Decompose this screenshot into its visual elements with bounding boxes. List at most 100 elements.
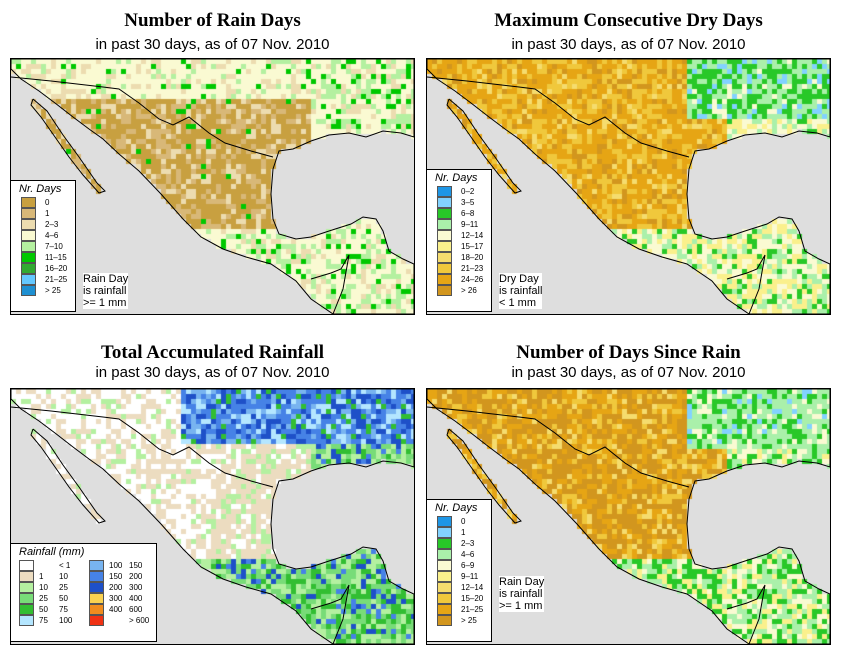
legend-item: 15–17 xyxy=(427,241,491,252)
legend-swatch xyxy=(437,527,452,538)
legend-swatch xyxy=(21,263,36,274)
legend-item: 2–3 xyxy=(11,219,75,230)
legend-swatch xyxy=(89,593,104,604)
border-line xyxy=(446,428,522,524)
legend-swatch xyxy=(437,230,452,241)
legend-swatch xyxy=(19,582,34,593)
legend-label: > 25 xyxy=(461,616,477,625)
legend-label-from: 300 xyxy=(109,594,123,603)
legend-item: 16–20 xyxy=(11,263,75,274)
legend-label-to: 150 xyxy=(129,561,143,570)
panel-title: Total Accumulated Rainfall xyxy=(100,342,325,363)
legend-label: 16–20 xyxy=(45,264,68,273)
panel-subtitle: in past 30 days, as of 07 Nov. 2010 xyxy=(95,36,330,53)
panel-title: Number of Rain Days xyxy=(124,10,301,31)
legend-item: 2–3 xyxy=(427,538,491,549)
legend-label-to: 10 xyxy=(59,572,68,581)
legend-note: Rain Day is rainfall >= 1 mm xyxy=(83,273,129,309)
legend-label: 9–11 xyxy=(461,572,479,581)
legend-label-to: < 1 xyxy=(59,561,71,570)
legend-swatch xyxy=(437,186,452,197)
legend-label-from: 400 xyxy=(109,605,123,614)
legend-label-from: 25 xyxy=(39,594,48,603)
border-line xyxy=(30,98,106,194)
legend-label-to: 25 xyxy=(59,583,68,592)
legend-item: 12–14 xyxy=(427,230,491,241)
border-line xyxy=(30,428,106,524)
legend-note: Dry Day is rainfall < 1 mm xyxy=(499,273,543,309)
legend-item: 50 75 xyxy=(11,604,81,615)
legend-item: > 600 xyxy=(81,615,151,626)
legend-swatch xyxy=(21,241,36,252)
legend-label-from: 10 xyxy=(39,583,48,592)
legend-label: 21–23 xyxy=(461,264,484,273)
border-line xyxy=(446,98,522,194)
legend-item: 9–11 xyxy=(427,571,491,582)
legend-swatch xyxy=(437,604,452,615)
legend-item: 6–8 xyxy=(427,208,491,219)
legend-swatch xyxy=(437,582,452,593)
legend-swatch xyxy=(437,516,452,527)
legend-item: 15–20 xyxy=(427,593,491,604)
border-line xyxy=(726,254,766,314)
note-line: >= 1 mm xyxy=(83,297,127,309)
legend-item: 25 50 xyxy=(11,593,81,604)
legend-item: 0–2 xyxy=(427,186,491,197)
legend-swatch xyxy=(437,274,452,285)
legend-swatch xyxy=(437,241,452,252)
panel-subtitle: in past 30 days, as of 07 Nov. 2010 xyxy=(511,36,746,53)
legend-item: 18–20 xyxy=(427,252,491,263)
panel-title: Maximum Consecutive Dry Days xyxy=(494,10,763,31)
legend-swatch xyxy=(437,219,452,230)
legend-swatch xyxy=(21,252,36,263)
legend-label: 6–8 xyxy=(461,209,475,218)
legend-item: 150 200 xyxy=(81,571,151,582)
legend-title: Nr. Days xyxy=(435,502,478,514)
legend-label-from: 75 xyxy=(39,616,48,625)
legend-item: 100 150 xyxy=(81,560,151,571)
border-line xyxy=(11,389,414,644)
legend-label: 24–26 xyxy=(461,275,484,284)
legend-item: 0 xyxy=(427,516,491,527)
legend-item: 4–6 xyxy=(427,549,491,560)
map-raster xyxy=(11,59,414,314)
legend-swatch xyxy=(89,615,104,626)
legend-swatch xyxy=(21,285,36,296)
legend-swatch xyxy=(21,274,36,285)
legend-label: 12–14 xyxy=(461,231,484,240)
legend-title: Nr. Days xyxy=(19,183,62,195)
panel-subtitle: in past 30 days, as of 07 Nov. 2010 xyxy=(95,364,330,381)
legend-item: 21–23 xyxy=(427,263,491,274)
legend-swatch xyxy=(19,615,34,626)
note-line: >= 1 mm xyxy=(499,600,543,612)
legend-label: 7–10 xyxy=(45,242,63,251)
legend-note: Rain Day is rainfall >= 1 mm xyxy=(499,576,545,612)
legend-item: 1 xyxy=(427,527,491,538)
country-borders xyxy=(11,389,414,644)
panel-title: Number of Days Since Rain xyxy=(516,342,741,363)
legend-swatch xyxy=(89,604,104,615)
legend-item: 1 xyxy=(11,208,75,219)
legend-label-from: 100 xyxy=(109,561,123,570)
legend-item: 0 xyxy=(11,197,75,208)
legend-label: 0–2 xyxy=(461,187,475,196)
legend-item: < 1 xyxy=(11,560,81,571)
legend-item: 75 100 xyxy=(11,615,81,626)
map-days-since-rain: Nr. Days 0 1 2–3 4–6 6–9 9–11 12–14 15–20 21–25 >… xyxy=(426,388,831,645)
legend-label-from: 1 xyxy=(39,572,44,581)
legend-title: Rainfall (mm) xyxy=(19,546,85,558)
legend-swatch xyxy=(437,538,452,549)
legend-label: 1 xyxy=(461,528,466,537)
map-raster xyxy=(427,389,830,644)
legend-swatch xyxy=(89,571,104,582)
legend-item: 200 300 xyxy=(81,582,151,593)
legend-item: > 25 xyxy=(427,615,491,626)
country-borders xyxy=(427,389,830,644)
border-line xyxy=(11,406,274,488)
legend-item: 1 10 xyxy=(11,571,81,582)
border-line xyxy=(427,76,690,158)
legend-label: 0 xyxy=(461,517,466,526)
legend-swatch xyxy=(437,285,452,296)
legend-label: 3–5 xyxy=(461,198,475,207)
legend-item: > 25 xyxy=(11,285,75,296)
